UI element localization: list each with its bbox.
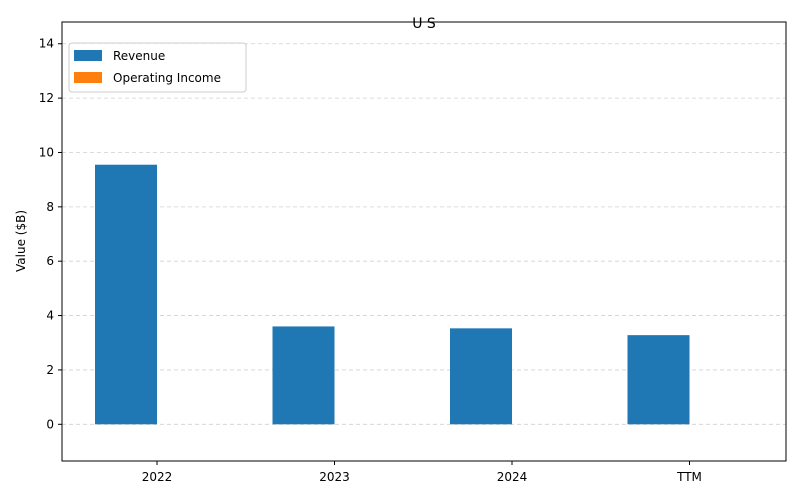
bar-revenue (95, 164, 157, 425)
y-axis-label: Value ($B) (14, 210, 28, 272)
x-tick-label: 2024 (497, 470, 528, 484)
x-tick-label: 2022 (142, 470, 173, 484)
x-axis-ticks: 2022 2023 2024 TTM (142, 461, 702, 484)
bar-revenue (627, 335, 690, 425)
legend-frame (68, 42, 247, 93)
y-tick-label: 8 (46, 200, 54, 214)
chart-title: U S (412, 16, 436, 32)
bar-revenue (450, 328, 512, 425)
y-tick-label: 14 (39, 37, 54, 51)
legend-label-operating-income: Operating Income (113, 71, 221, 85)
legend-swatch-revenue (74, 50, 102, 61)
y-tick-label: 0 (46, 417, 54, 431)
y-tick-label: 2 (46, 363, 54, 377)
bars (95, 164, 690, 425)
legend-swatch-operating-income (74, 72, 102, 83)
x-tick-label: TTM (676, 470, 702, 484)
bar-revenue (272, 326, 335, 425)
legend: Revenue Operating Income (68, 42, 247, 93)
y-tick-label: 6 (46, 254, 54, 268)
y-tick-label: 12 (39, 91, 54, 105)
y-axis-ticks: 0 2 4 6 8 10 12 14 (39, 37, 62, 431)
y-tick-label: 10 (39, 145, 54, 159)
legend-label-revenue: Revenue (113, 49, 165, 63)
x-tick-label: 2023 (319, 470, 350, 484)
y-tick-label: 4 (46, 309, 54, 323)
plot-frame (61, 21, 787, 462)
